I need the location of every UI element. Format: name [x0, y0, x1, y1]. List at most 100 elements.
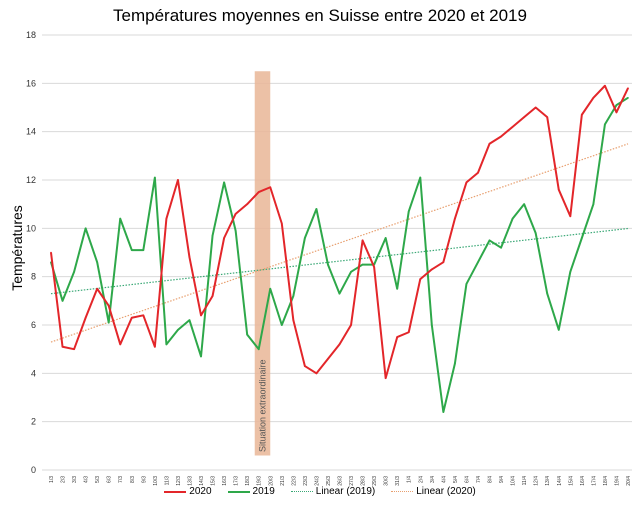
- legend-swatch: [227, 490, 250, 493]
- x-tick-label: 3/4: [430, 476, 436, 483]
- data-point-2020: [327, 358, 329, 360]
- x-tick-label: 15/4: [568, 476, 574, 486]
- y-tick-label: 8: [31, 272, 36, 282]
- data-point-2019: [107, 321, 110, 324]
- data-point-2020: [304, 365, 306, 367]
- data-point-2019: [304, 237, 306, 239]
- data-point-2020: [350, 324, 352, 326]
- x-tick-label: 2/4: [418, 476, 424, 483]
- data-point-2020: [407, 331, 410, 334]
- x-tick-label: 6/4: [464, 476, 470, 483]
- x-tick-label: 16/3: [222, 476, 228, 486]
- legend-label: 2019: [252, 486, 275, 497]
- legend-swatch: [391, 491, 414, 492]
- data-point-2020: [130, 316, 133, 319]
- data-point-2019: [257, 348, 260, 350]
- x-tick-label: 14/3: [199, 476, 205, 486]
- data-point-2019: [615, 104, 618, 106]
- data-point-2020: [154, 345, 156, 348]
- data-point-2019: [407, 210, 410, 213]
- x-tick-label: 29/3: [372, 476, 378, 486]
- data-point-2019: [604, 123, 606, 126]
- data-point-2020: [500, 135, 502, 138]
- x-tick-label: 5/3: [95, 476, 101, 483]
- data-point-2019: [246, 333, 248, 336]
- x-tick-label: 23/3: [303, 476, 309, 486]
- x-tick-label: 31/3: [395, 476, 401, 486]
- data-point-2019: [465, 283, 468, 285]
- x-tick-label: 1/4: [407, 476, 413, 483]
- data-point-2020: [488, 142, 491, 145]
- data-point-2020: [96, 287, 98, 290]
- data-point-2019: [546, 292, 549, 295]
- legend-swatch: [290, 491, 313, 492]
- data-point-2020: [257, 191, 260, 193]
- data-point-2019: [119, 217, 122, 220]
- data-point-2020: [361, 239, 364, 242]
- legend-label: 2020: [189, 486, 212, 497]
- x-tick-label: 19/3: [257, 476, 263, 486]
- data-point-2020: [84, 316, 87, 319]
- legend: 2020 2019 Linear (2019) Linear (2020): [0, 486, 640, 497]
- x-tick-label: 12/3: [176, 476, 182, 486]
- y-tick-label: 12: [26, 175, 36, 185]
- data-point-2020: [477, 171, 479, 174]
- data-point-2020: [557, 188, 560, 191]
- x-tick-label: 7/4: [476, 476, 482, 483]
- data-point-2019: [211, 234, 214, 237]
- x-tick-label: 21/3: [280, 476, 286, 486]
- trendline-2019: [50, 227, 629, 295]
- data-point-2020: [246, 203, 248, 205]
- legend-label: Linear (2019): [315, 486, 376, 497]
- data-point-2019: [327, 263, 329, 266]
- x-tick-label: 16/4: [580, 476, 586, 486]
- legend-item-2020: 2020: [164, 486, 212, 497]
- y-tick-label: 0: [31, 465, 36, 475]
- x-tick-label: 30/3: [384, 476, 390, 486]
- data-point-2020: [142, 314, 145, 317]
- data-point-2020: [315, 372, 318, 375]
- data-point-2019: [523, 203, 525, 205]
- x-tick-label: 14/4: [557, 476, 563, 486]
- data-point-2020: [465, 181, 468, 184]
- data-point-2019: [627, 97, 629, 99]
- data-point-2020: [234, 213, 237, 215]
- y-tick-label: 4: [31, 368, 36, 378]
- x-tick-label: 4/4: [441, 476, 447, 483]
- data-point-2020: [165, 217, 168, 220]
- data-point-2020: [615, 111, 618, 114]
- x-tick-label: 6/3: [107, 476, 113, 483]
- legend-swatch: [164, 490, 187, 493]
- x-tick-label: 24/3: [314, 476, 320, 486]
- x-tick-label: 10/3: [153, 476, 159, 486]
- data-point-2020: [223, 237, 225, 239]
- y-tick-label: 14: [26, 127, 36, 137]
- data-point-2020: [384, 377, 387, 379]
- x-tick-label: 2/3: [61, 476, 67, 483]
- data-point-2020: [373, 266, 375, 268]
- y-tick-label: 10: [26, 223, 36, 233]
- data-point-2020: [200, 314, 202, 317]
- data-point-2020: [419, 278, 422, 280]
- x-tick-label: 1/3: [49, 476, 55, 483]
- data-point-2020: [188, 256, 191, 259]
- data-point-2019: [419, 176, 422, 179]
- data-point-2019: [130, 249, 133, 251]
- data-point-2019: [315, 208, 318, 210]
- x-tick-label: 11/3: [164, 476, 170, 486]
- data-point-2020: [61, 345, 64, 348]
- data-point-2019: [269, 287, 272, 290]
- data-point-2019: [154, 176, 156, 179]
- annotation-label: Situation extraordinaire: [257, 359, 267, 452]
- data-point-2019: [200, 355, 202, 358]
- data-point-2020: [50, 251, 52, 254]
- data-point-2020: [523, 116, 525, 118]
- data-point-2019: [223, 181, 225, 184]
- data-point-2020: [604, 84, 606, 87]
- legend-item-linear-2019: Linear (2019): [290, 486, 376, 497]
- data-point-2020: [177, 179, 179, 181]
- data-point-2019: [592, 203, 595, 205]
- legend-item-linear-2020: Linear (2020): [391, 486, 476, 497]
- data-point-2020: [546, 116, 549, 118]
- y-tick-label: 2: [31, 417, 36, 427]
